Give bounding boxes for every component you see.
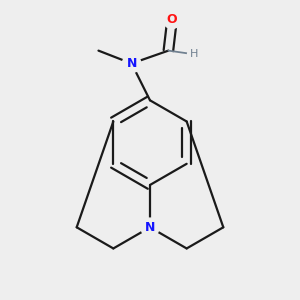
Text: O: O <box>167 13 177 26</box>
Circle shape <box>163 10 181 28</box>
Circle shape <box>122 54 141 73</box>
Text: N: N <box>126 57 137 70</box>
Text: N: N <box>145 221 155 234</box>
Circle shape <box>141 218 159 236</box>
Text: H: H <box>190 49 198 59</box>
Circle shape <box>188 48 201 61</box>
